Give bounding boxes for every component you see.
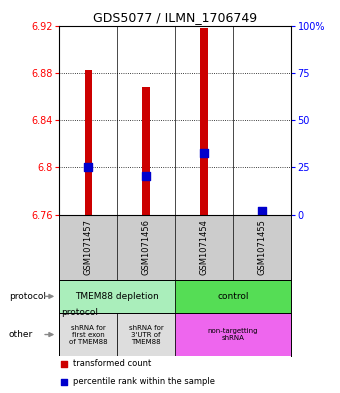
- Point: [86, 164, 91, 171]
- Text: shRNA for
first exon
of TMEM88: shRNA for first exon of TMEM88: [69, 325, 108, 345]
- Text: control: control: [217, 292, 249, 301]
- Text: GSM1071457: GSM1071457: [84, 219, 93, 275]
- Bar: [175, 280, 291, 313]
- Text: non-targetting
shRNA: non-targetting shRNA: [208, 328, 258, 341]
- Text: GSM1071456: GSM1071456: [142, 219, 151, 275]
- Bar: [85, 70, 92, 215]
- Bar: [59, 280, 175, 313]
- Text: percentile rank within the sample: percentile rank within the sample: [73, 377, 215, 386]
- Text: shRNA for
3'UTR of
TMEM88: shRNA for 3'UTR of TMEM88: [129, 325, 164, 345]
- Text: GSM1071455: GSM1071455: [257, 219, 266, 275]
- Text: GSM1071454: GSM1071454: [200, 219, 208, 275]
- Point: [259, 208, 265, 214]
- Point: [143, 173, 149, 179]
- Point: [62, 379, 67, 385]
- Text: other: other: [8, 330, 33, 339]
- Bar: [142, 87, 150, 215]
- Text: protocol: protocol: [8, 292, 46, 301]
- Point: [62, 360, 67, 367]
- Text: TMEM88 depletion: TMEM88 depletion: [75, 292, 159, 301]
- Bar: [258, 212, 266, 215]
- Bar: [200, 28, 208, 215]
- Bar: [175, 313, 291, 356]
- Title: GDS5077 / ILMN_1706749: GDS5077 / ILMN_1706749: [93, 11, 257, 24]
- Text: transformed count: transformed count: [73, 359, 152, 368]
- Bar: [117, 313, 175, 356]
- Bar: [59, 313, 117, 356]
- Text: protocol: protocol: [61, 308, 98, 317]
- Point: [201, 150, 207, 156]
